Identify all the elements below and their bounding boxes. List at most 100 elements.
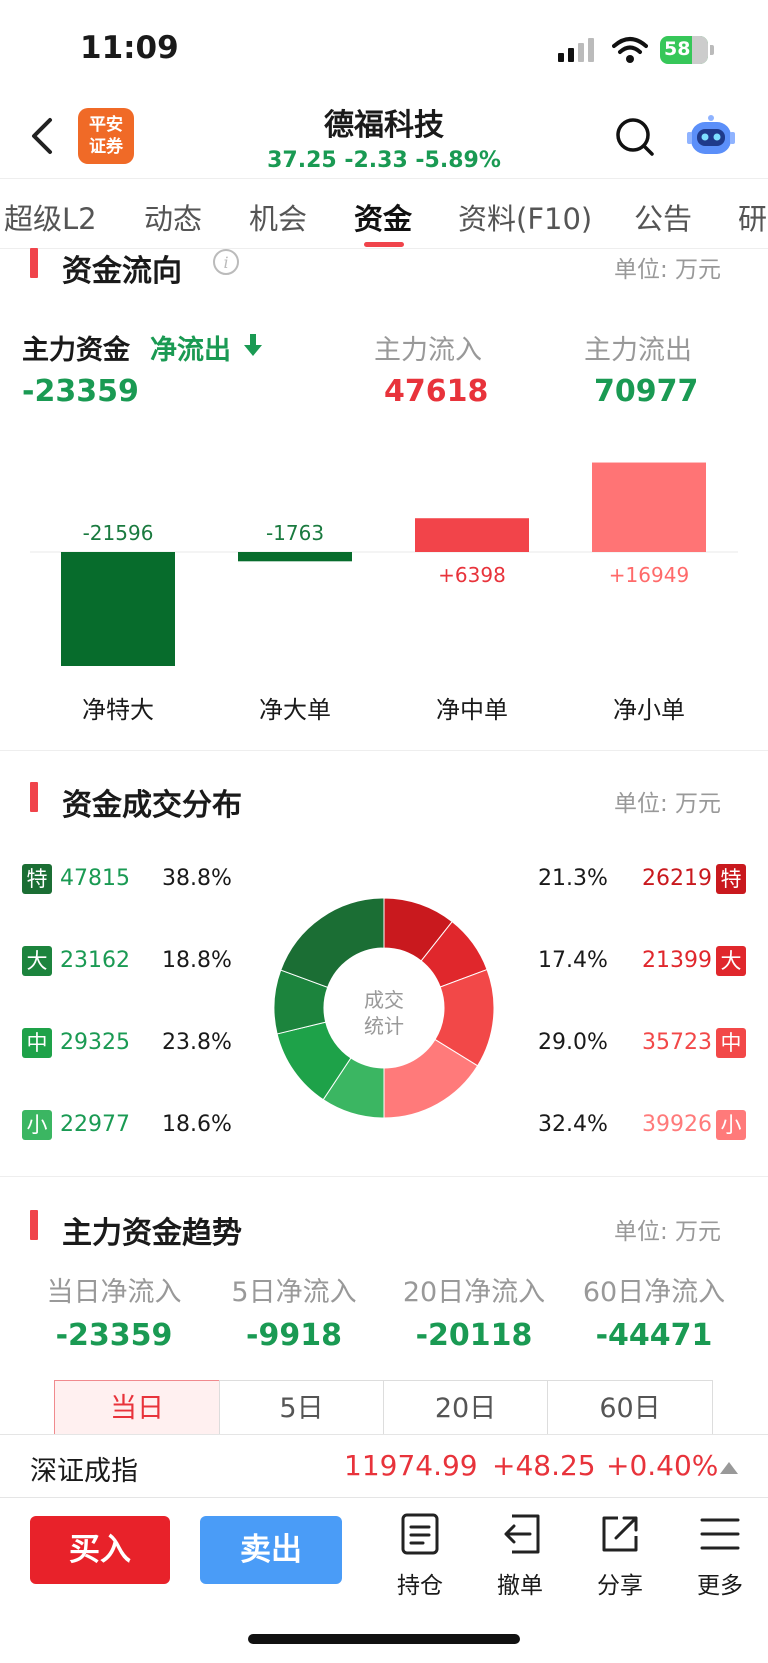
battery-level: 58 [664,38,691,60]
svg-text:i: i [223,253,228,272]
cancel-order-label[interactable]: 撤单 [497,1573,543,1599]
tab-opportunity[interactable]: 机会 [249,202,308,236]
position-icon[interactable] [398,1512,442,1556]
bar-category-label: 净小单 [613,696,685,724]
outflow-percent: 18.6% [162,1112,232,1137]
bar-2 [238,552,352,562]
outflow-tag: 中 [22,1028,52,1058]
down-arrow-icon [244,334,262,358]
distribution-title: 资金成交分布 [62,788,242,823]
tab-dynamics[interactable]: 动态 [144,202,203,236]
section-marker [30,248,38,278]
donut-center-label-1: 成交 [364,988,404,1012]
main-inflow-value: 47618 [384,374,489,409]
outflow-value: 23162 [60,948,130,973]
cancel-order-icon[interactable] [498,1512,542,1556]
more-icon[interactable] [698,1512,742,1556]
sell-button[interactable]: 卖出 [200,1516,342,1584]
main-inflow-label: 主力流入 [374,335,482,366]
buy-button-label: 买入 [69,1532,131,1568]
bar-1 [61,552,175,666]
segment-60d[interactable]: 60日 [547,1380,713,1436]
trend-value-60d: -44471 [595,1318,713,1353]
back-button[interactable] [24,112,64,160]
stock-price-line: 37.25 -2.33 -5.89% [267,148,501,173]
buy-button[interactable]: 买入 [30,1516,170,1584]
inflow-percent: 32.4% [538,1112,608,1137]
sell-button-label: 卖出 [240,1532,302,1568]
inflow-tag: 大 [716,946,746,976]
share-icon[interactable] [598,1512,642,1556]
net-outflow-label: 净流出 [150,335,231,366]
trend-label-5d: 5日净流入 [231,1277,357,1308]
index-ticker-bar[interactable]: 深证成指 11974.99 +48.25 +0.40% [0,1434,768,1498]
caret-up-icon[interactable] [720,1459,738,1474]
index-change-pct: +0.40% [606,1449,719,1482]
tab-active-indicator [364,242,404,247]
wifi-icon [612,36,648,64]
tab-research[interactable]: 研 [738,202,768,236]
stock-name: 德福科技 [324,108,444,143]
robot-assistant-icon[interactable] [686,112,736,162]
tab-funds[interactable]: 资金 [354,202,413,236]
signal-icon [558,38,596,62]
bar-value-label: +16949 [609,563,689,587]
inflow-value: 39926 [642,1112,712,1137]
main-fund-label: 主力资金 [22,335,130,366]
share-label[interactable]: 分享 [597,1573,643,1599]
outflow-percent: 38.8% [162,866,232,891]
inflow-percent: 29.0% [538,1030,608,1055]
info-icon[interactable]: i [212,248,240,276]
donut-slice [280,897,385,988]
donut-center-label-2: 统计 [364,1014,404,1038]
trend-unit: 单位: 万元 [614,1219,722,1245]
trend-label-today: 当日净流入 [46,1277,182,1308]
bar-value-label: +6398 [438,563,506,587]
outflow-value: 29325 [60,1030,130,1055]
trend-value-20d: -20118 [415,1318,533,1353]
main-outflow-label: 主力流出 [584,335,692,366]
outflow-value: 47815 [60,866,130,891]
position-label[interactable]: 持仓 [397,1573,443,1599]
trend-label-60d: 60日净流入 [582,1277,726,1308]
trend-title: 主力资金趋势 [62,1216,242,1251]
bar-3 [415,518,529,552]
outflow-value: 22977 [60,1112,130,1137]
section-marker [30,782,38,812]
more-label[interactable]: 更多 [697,1573,743,1599]
section-marker [30,1210,38,1240]
tab-profile-f10[interactable]: 资料(F10) [458,202,593,236]
broker-logo: 平安证券 [78,108,134,164]
inflow-value: 26219 [642,866,712,891]
trend-value-today: -23359 [55,1318,173,1353]
bar-value-label: -21596 [83,521,154,545]
segment-5d[interactable]: 5日 [219,1380,384,1436]
index-value: 11974.99 [344,1449,478,1482]
bar-4 [592,462,706,552]
search-icon[interactable] [614,116,656,158]
battery-icon: 58 [660,36,714,64]
bar-category-label: 净中单 [436,696,508,724]
segment-20d[interactable]: 20日 [383,1380,548,1436]
outflow-percent: 18.8% [162,948,232,973]
index-change: +48.25 [492,1449,596,1482]
inflow-tag: 中 [716,1028,746,1058]
outflow-tag: 小 [22,1110,52,1140]
outflow-tag: 特 [22,864,52,894]
net-flow-bar-chart: -21596 净特大 -1763 净大单 +6398 净中单 +16949 净小单 [30,462,738,724]
main-outflow-value: 70977 [594,374,699,409]
outflow-percent: 23.8% [162,1030,232,1055]
fund-flow-unit: 单位: 万元 [614,257,722,283]
index-name: 深证成指 [30,1456,138,1487]
status-time: 11:09 [80,30,179,66]
inflow-tag: 特 [716,864,746,894]
broker-logo-text: 平安证券 [89,115,123,157]
bar-value-label: -1763 [266,521,324,545]
distribution-unit: 单位: 万元 [614,791,722,817]
home-indicator [248,1634,520,1644]
tab-announcements[interactable]: 公告 [634,202,693,236]
transaction-donut-chart [273,897,495,1119]
tab-level2[interactable]: 超级L2 [4,202,97,236]
segment-today[interactable]: 当日 [54,1380,220,1436]
trend-label-20d: 20日净流入 [402,1277,546,1308]
